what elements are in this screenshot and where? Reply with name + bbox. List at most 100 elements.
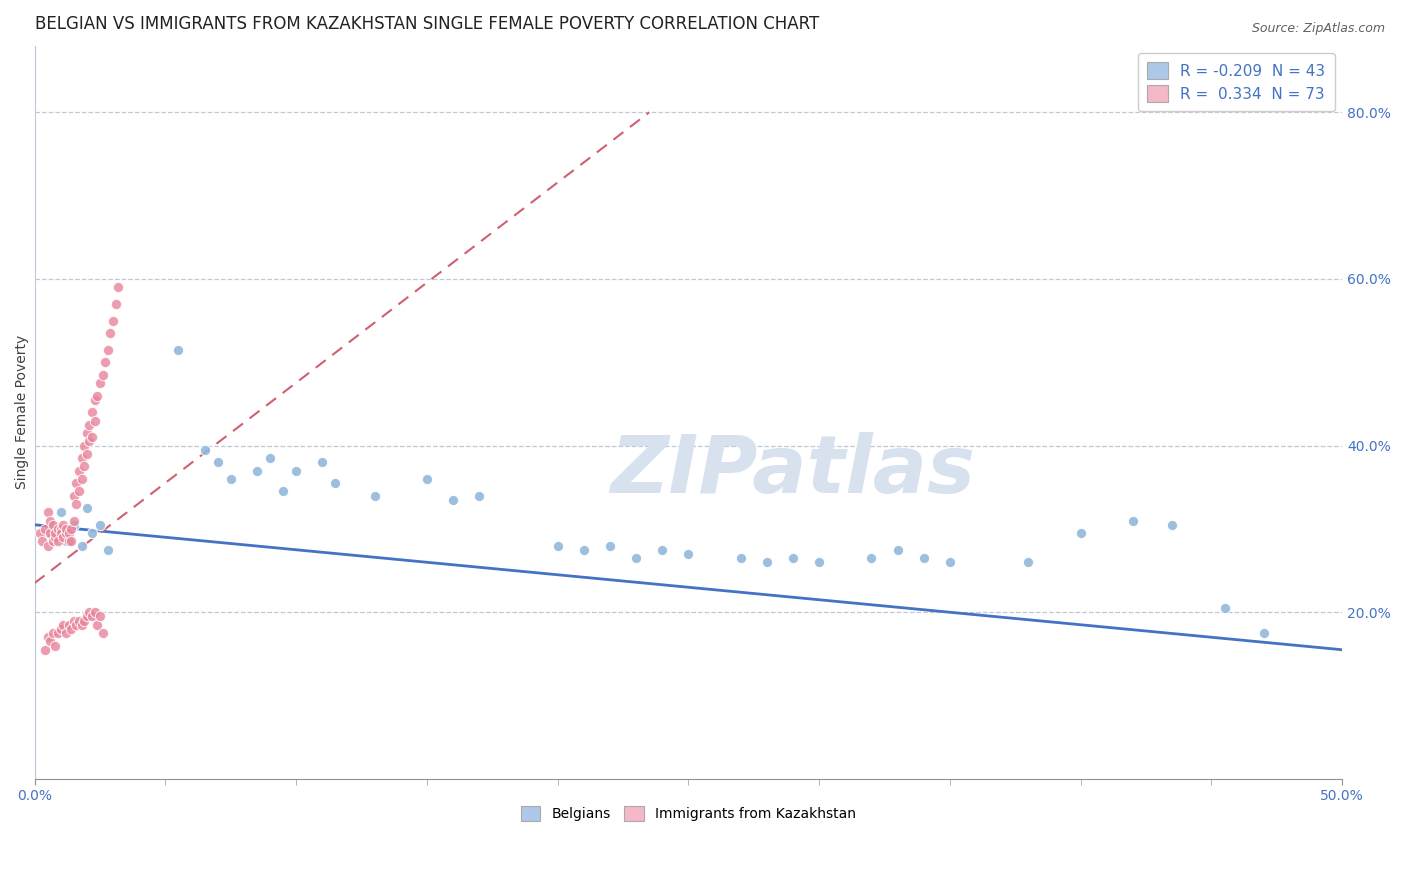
Point bbox=[55, 526, 77, 541]
Point bbox=[37, 505, 59, 519]
Point bbox=[46, 522, 69, 536]
Text: BELGIAN VS IMMIGRANTS FROM KAZAKHSTAN SINGLE FEMALE POVERTY CORRELATION CHART: BELGIAN VS IMMIGRANTS FROM KAZAKHSTAN SI… bbox=[35, 15, 818, 33]
Point bbox=[193, 442, 215, 457]
Point bbox=[73, 459, 96, 474]
Point bbox=[207, 455, 229, 469]
Point bbox=[271, 484, 294, 499]
Point bbox=[782, 551, 804, 566]
Point bbox=[89, 517, 111, 532]
Point bbox=[55, 626, 77, 640]
Point bbox=[441, 492, 464, 507]
Point bbox=[70, 451, 93, 466]
Point bbox=[82, 430, 104, 444]
Point bbox=[55, 534, 77, 549]
Point bbox=[94, 355, 117, 369]
Point bbox=[91, 626, 114, 640]
Point bbox=[39, 526, 62, 541]
Point bbox=[89, 376, 111, 391]
Point bbox=[52, 617, 75, 632]
Point bbox=[46, 534, 69, 549]
Point bbox=[1213, 601, 1236, 615]
Point bbox=[52, 517, 75, 532]
Point bbox=[60, 522, 83, 536]
Point bbox=[73, 439, 96, 453]
Point bbox=[86, 617, 108, 632]
Point bbox=[1070, 526, 1092, 541]
Point bbox=[60, 534, 83, 549]
Point bbox=[104, 297, 127, 311]
Point bbox=[62, 517, 84, 532]
Point bbox=[62, 514, 84, 528]
Point bbox=[1161, 517, 1184, 532]
Point bbox=[37, 630, 59, 644]
Point bbox=[572, 542, 595, 557]
Point bbox=[755, 555, 778, 569]
Point bbox=[547, 539, 569, 553]
Point bbox=[89, 609, 111, 624]
Point bbox=[83, 392, 105, 407]
Point bbox=[79, 605, 101, 619]
Point bbox=[65, 617, 87, 632]
Point bbox=[67, 614, 90, 628]
Point bbox=[860, 551, 883, 566]
Point bbox=[912, 551, 935, 566]
Point bbox=[49, 505, 72, 519]
Point bbox=[1017, 555, 1039, 569]
Point bbox=[624, 551, 647, 566]
Point bbox=[67, 464, 90, 478]
Point bbox=[70, 617, 93, 632]
Point bbox=[44, 530, 66, 544]
Point bbox=[49, 522, 72, 536]
Point bbox=[58, 534, 80, 549]
Point bbox=[76, 609, 98, 624]
Point bbox=[42, 626, 65, 640]
Point bbox=[599, 539, 621, 553]
Point bbox=[70, 472, 93, 486]
Point bbox=[1253, 626, 1275, 640]
Point bbox=[82, 609, 104, 624]
Point bbox=[246, 464, 269, 478]
Point bbox=[83, 605, 105, 619]
Point bbox=[730, 551, 752, 566]
Point bbox=[62, 614, 84, 628]
Point bbox=[416, 472, 439, 486]
Point bbox=[73, 614, 96, 628]
Text: Source: ZipAtlas.com: Source: ZipAtlas.com bbox=[1251, 22, 1385, 36]
Point bbox=[52, 530, 75, 544]
Point bbox=[65, 497, 87, 511]
Point bbox=[101, 313, 124, 327]
Point bbox=[65, 476, 87, 491]
Point bbox=[42, 517, 65, 532]
Point bbox=[28, 526, 51, 541]
Point bbox=[79, 417, 101, 432]
Point bbox=[79, 434, 101, 449]
Point bbox=[60, 622, 83, 636]
Point bbox=[44, 526, 66, 541]
Point bbox=[39, 634, 62, 648]
Point bbox=[49, 526, 72, 541]
Point bbox=[58, 526, 80, 541]
Point bbox=[82, 405, 104, 419]
Point bbox=[55, 522, 77, 536]
Point bbox=[259, 451, 281, 466]
Point bbox=[46, 626, 69, 640]
Point bbox=[82, 526, 104, 541]
Point bbox=[37, 539, 59, 553]
Y-axis label: Single Female Poverty: Single Female Poverty bbox=[15, 335, 30, 490]
Point bbox=[76, 447, 98, 461]
Point bbox=[49, 622, 72, 636]
Point bbox=[100, 326, 122, 340]
Point bbox=[311, 455, 333, 469]
Point bbox=[70, 539, 93, 553]
Point bbox=[83, 414, 105, 428]
Point bbox=[285, 464, 308, 478]
Point bbox=[107, 280, 129, 294]
Point bbox=[31, 534, 53, 549]
Point bbox=[97, 542, 120, 557]
Point bbox=[42, 534, 65, 549]
Point bbox=[97, 343, 120, 357]
Point bbox=[37, 526, 59, 541]
Point bbox=[323, 476, 346, 491]
Point bbox=[34, 522, 56, 536]
Point bbox=[67, 484, 90, 499]
